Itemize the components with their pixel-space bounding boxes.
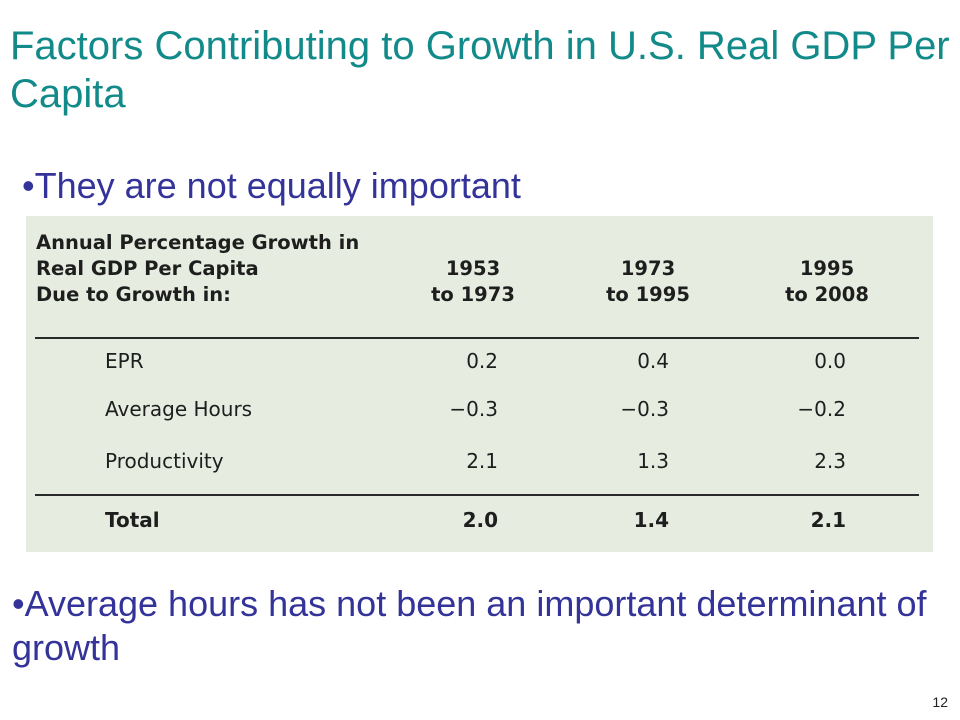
bullet-point-1: •They are not equally important [22,164,521,208]
header-line: Real GDP Per Capita [36,257,259,280]
bullet-point-2: •Average hours has not been an important… [12,582,942,670]
table-cell: −0.3 [449,397,498,421]
header-line: Annual Percentage Growth in [36,231,360,254]
row-label-epr: EPR [105,349,144,373]
table-cell: −0.2 [797,397,846,421]
table-cell: 0.2 [466,349,498,373]
table-divider-top [35,337,919,339]
table-cell-total: 2.1 [810,508,846,532]
page-number: 12 [932,694,948,710]
table-divider-bottom [35,494,919,496]
bullet-text: Average hours has not been an important … [12,583,927,668]
table-row-header: Annual Percentage Growth in Real GDP Per… [36,230,359,308]
table-cell-total: 1.4 [633,508,669,532]
table-cell: 1.3 [637,449,669,473]
column-header-1953-1973: 1953 to 1973 [418,256,528,308]
bullet-text: They are not equally important [34,165,521,206]
table-cell: 0.0 [814,349,846,373]
column-header-line: 1995 [799,257,855,280]
bullet-marker: • [22,165,35,206]
row-label-average-hours: Average Hours [105,397,253,421]
header-line: Due to Growth in: [36,283,231,306]
table-cell: 2.3 [814,449,846,473]
bullet-marker: • [12,583,25,624]
table-cell: 2.1 [466,449,498,473]
table-cell-total: 2.0 [462,508,498,532]
row-label-total: Total [105,508,160,532]
table-cell: 0.4 [637,349,669,373]
column-header-line: to 2008 [785,283,869,306]
column-header-1973-1995: 1973 to 1995 [593,256,703,308]
column-header-1995-2008: 1995 to 2008 [772,256,882,308]
row-label-productivity: Productivity [105,449,224,473]
slide-title: Factors Contributing to Growth in U.S. R… [10,24,950,116]
table-cell: −0.3 [620,397,669,421]
column-header-line: 1953 [445,257,501,280]
column-header-line: to 1995 [606,283,690,306]
column-header-line: to 1973 [431,283,515,306]
column-header-line: 1973 [620,257,676,280]
growth-factors-table: Annual Percentage Growth in Real GDP Per… [26,216,933,552]
